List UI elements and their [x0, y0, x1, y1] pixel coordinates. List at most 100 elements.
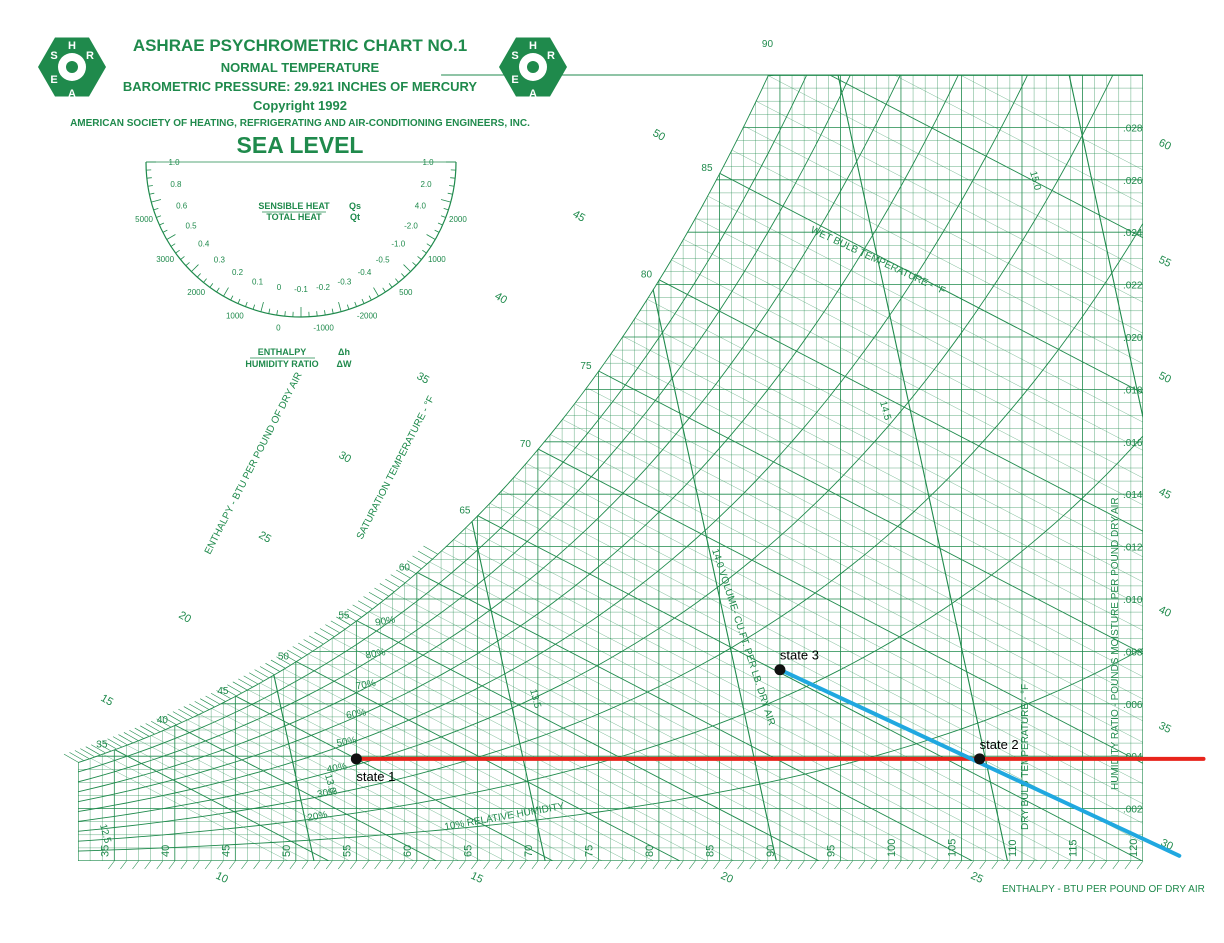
rh-label: 80%	[365, 647, 387, 661]
enthalpy-tick	[232, 681, 247, 691]
enthalpy-tick	[401, 565, 416, 574]
enthalpy-tick	[931, 860, 938, 870]
protractor: 1.0 0.8 0.6 0.50.4 0.3 0.2 0.1 0 -0.1 -0.2 -0.3 -0.…	[135, 158, 467, 369]
enthalpy-tick	[362, 860, 369, 870]
protractor-inner-label: 1.0	[422, 158, 434, 167]
y-tick-label: .008	[1123, 647, 1143, 658]
wet-bulb-line	[501, 490, 1143, 861]
enthalpy-tick	[129, 730, 144, 739]
wet-bulb-line	[549, 434, 1143, 861]
chart-labels: 35 40 45 50 55 60 65 70 75 80 85 90 95 100 105 110 115 12…	[96, 39, 1205, 895]
enthalpy-tick	[229, 860, 236, 870]
logo-letter: E	[511, 74, 518, 86]
protractor-inner-label: 0.4	[198, 240, 210, 249]
enthalpy-tick	[374, 860, 381, 870]
enthalpy-tick	[325, 624, 340, 633]
wet-bulb-line	[598, 370, 1143, 861]
protractor-tick	[388, 283, 393, 288]
enthalpy-tick	[319, 628, 335, 637]
protractor-tick	[324, 310, 326, 316]
enthalpy-tick	[390, 574, 405, 583]
state-label-1: state 1	[356, 769, 395, 784]
enthalpy-tick	[210, 692, 226, 702]
protractor-tick	[316, 311, 318, 317]
protractor-tick	[237, 298, 241, 304]
wet-bulb-line	[126, 744, 350, 861]
enthalpy-tick	[80, 748, 95, 757]
wet-bulb-line	[247, 689, 578, 861]
enthalpy-tick	[471, 860, 478, 870]
logo-letter: R	[547, 50, 555, 62]
enthalpy-tick	[265, 860, 272, 870]
protractor-tick	[209, 283, 214, 288]
wet-bulb-line	[404, 582, 941, 861]
enthalpy-tick	[132, 860, 139, 870]
wet-bulb-line	[767, 75, 1143, 861]
enthalpy-tick	[118, 734, 133, 743]
enthalpy-tick	[412, 555, 427, 565]
enthalpy-tick	[120, 860, 127, 870]
enthalpy-tick	[592, 860, 599, 870]
enthalpy-tick	[350, 860, 357, 870]
y-tick-label: .012	[1123, 543, 1143, 554]
y-axis-title: HUMIDITY RATIO - POUNDS MOISTURE PER POU…	[1110, 497, 1121, 790]
wet-bulb-label: 70	[520, 439, 532, 450]
enthalpy-tick	[749, 860, 756, 870]
enthalpy-tick	[91, 744, 106, 754]
wet-bulb-line	[440, 550, 1039, 861]
enthalpy-tick	[640, 860, 648, 870]
enthalpy-tick	[178, 708, 193, 718]
wet-bulb-line	[453, 539, 1073, 861]
wet-bulb-line	[235, 695, 554, 861]
enthalpy-tick	[276, 656, 291, 666]
protractor-tick	[426, 234, 436, 240]
wet-bulb-line	[695, 217, 1143, 861]
rh-label: 30%	[316, 786, 338, 800]
wet-bulb-line	[344, 629, 791, 861]
enthalpy-tick	[189, 703, 204, 713]
protractor-outer-label: 5000	[135, 215, 153, 224]
enthalpy-tick	[144, 860, 151, 870]
enthalpy-tick	[156, 860, 163, 870]
logo-letter: S	[50, 50, 57, 62]
enthalpy-tick	[676, 860, 684, 870]
rh-curve	[78, 75, 1143, 783]
sensible-heat-label: SENSIBLE HEAT	[258, 201, 330, 211]
enthalpy-tick	[357, 600, 373, 610]
protractor-inner-label: -2.0	[404, 222, 418, 231]
enthalpy-tick	[1027, 860, 1035, 870]
protractor-inner-label: -0.5	[376, 255, 390, 264]
protractor-inner-label: 2.0	[421, 180, 433, 189]
protractor-tick	[401, 273, 406, 278]
enthalpy-tick-label: 40	[493, 290, 510, 307]
enthalpy-tick	[1052, 860, 1059, 870]
enthalpy-tick	[531, 860, 539, 870]
enthalpy-tick	[74, 750, 90, 759]
enthalpy-tick	[422, 860, 430, 870]
enthalpy-tick	[254, 669, 269, 678]
protractor-tick	[450, 177, 456, 179]
protractor-tick	[443, 207, 449, 211]
y-tick-label: .020	[1123, 333, 1143, 344]
protractor-inner-label: 0.6	[176, 201, 188, 210]
enthalpy-tick	[292, 646, 307, 655]
protractor-tick	[153, 207, 159, 211]
x-tick-label: 70	[523, 845, 535, 857]
protractor-tick	[440, 199, 451, 203]
enthalpy-tick	[761, 860, 769, 870]
enthalpy-tick	[785, 860, 793, 870]
saturation-curve	[78, 75, 1143, 763]
enthalpy-tick	[1064, 860, 1071, 870]
x-tick-label: 120	[1128, 839, 1140, 857]
enthalpy-tick	[580, 860, 587, 870]
enthalpy-tick	[555, 860, 563, 870]
x-tick-label: 50	[281, 845, 293, 857]
protractor-tick	[440, 215, 446, 218]
protractor-inner-label: 1.0	[168, 158, 180, 167]
enthalpy-tick	[168, 860, 176, 870]
enthalpy-tick	[368, 592, 384, 601]
humidity-ratio-label: HUMIDITY RATIO	[245, 359, 318, 369]
enthalpy-tick	[150, 720, 166, 730]
wet-bulb-line	[779, 75, 1143, 861]
wet-bulb-line	[743, 125, 1143, 861]
